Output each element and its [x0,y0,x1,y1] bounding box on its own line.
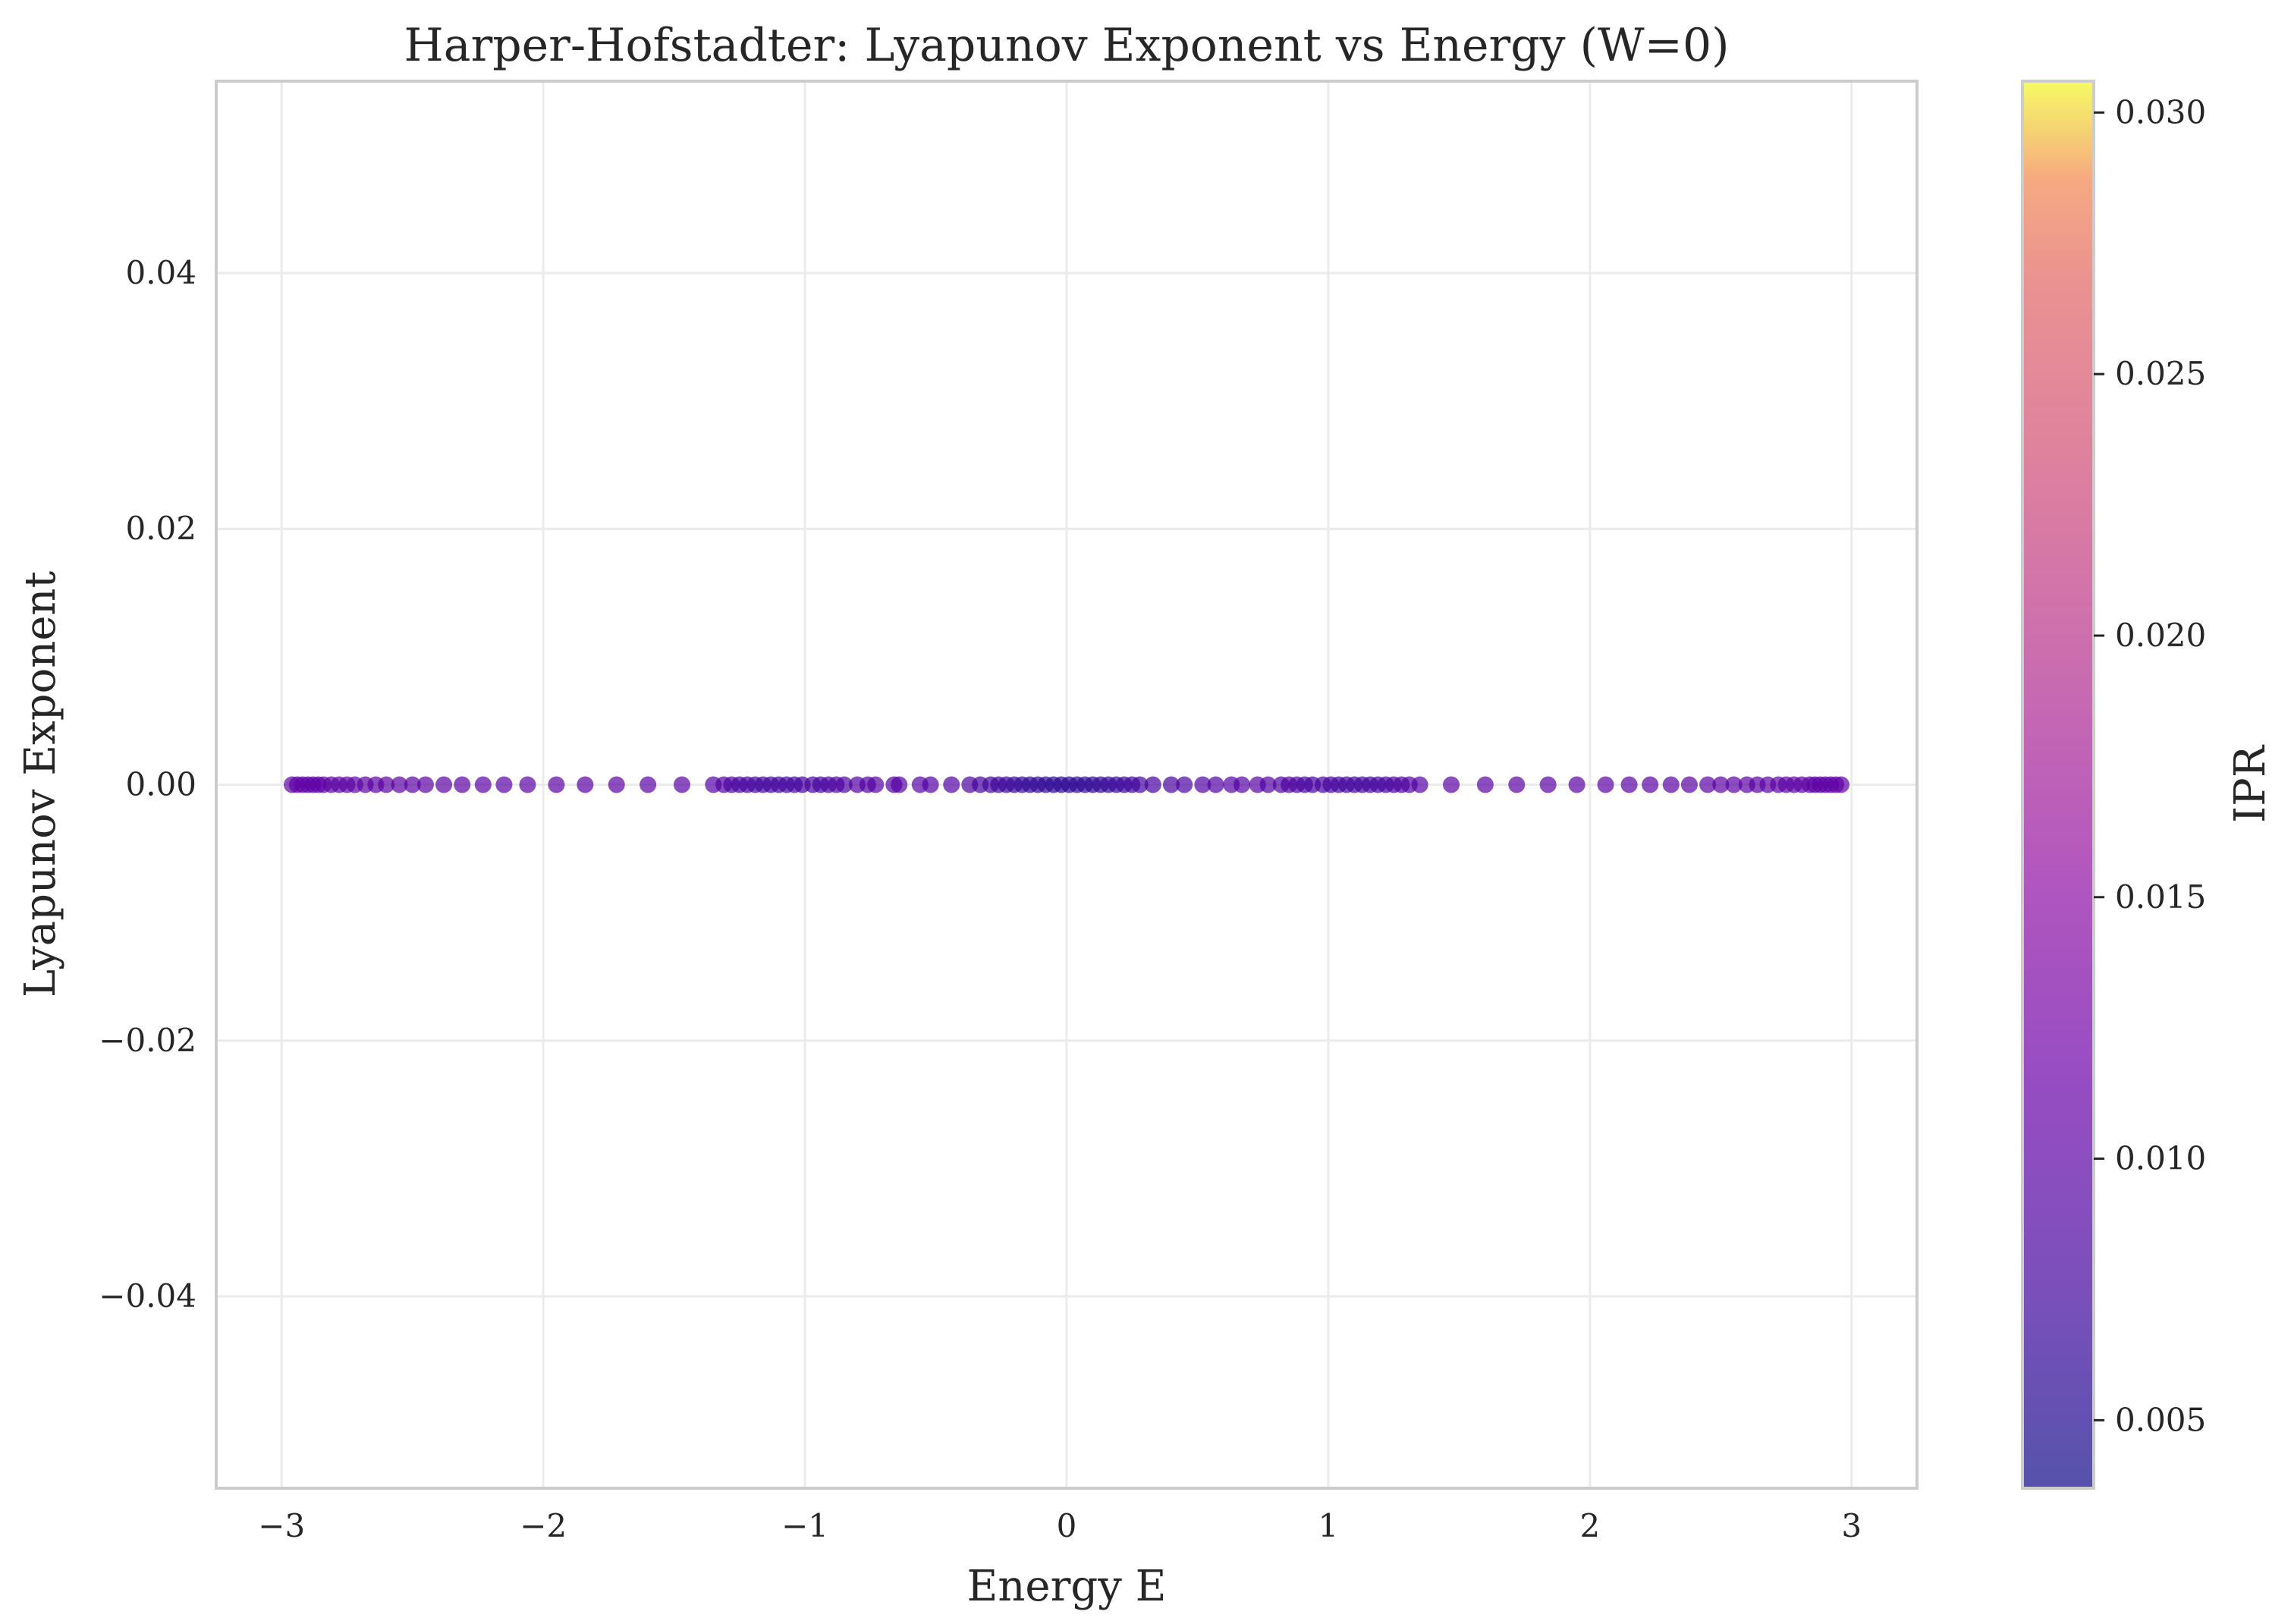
data-point [640,776,657,793]
x-tick-label: 1 [1318,1507,1339,1544]
x-tick-label: 3 [1841,1507,1862,1544]
data-point [1233,776,1251,793]
colorbar-tick-label: 0.010 [2115,1140,2206,1177]
y-tick-label: 0.00 [125,766,196,803]
x-tick-label: −3 [258,1507,305,1544]
y-tick-label: 0.04 [125,254,196,291]
data-point [922,776,939,793]
colorbar-tick-label: 0.020 [2115,617,2206,654]
data-point [891,776,908,793]
colorbar-ticks: 0.005 0.010 0.015 0.020 0.025 0.030 [2094,93,2206,1438]
data-point [1832,776,1849,793]
colorbar-tick-label: 0.015 [2115,878,2206,916]
x-tick-label: −2 [520,1507,567,1544]
x-tick-label: −1 [781,1507,828,1544]
data-point [495,776,513,793]
colorbar-label: IPR [2226,744,2275,823]
data-point [1476,776,1494,793]
x-axis-ticks: −3 −2 −1 0 1 2 3 [258,1507,1862,1544]
data-point [608,776,625,793]
y-tick-label: −0.02 [99,1022,196,1059]
data-point [548,776,565,793]
data-point [519,776,536,793]
data-point [454,776,471,793]
data-point [1699,776,1717,793]
colorbar-tick-label: 0.005 [2115,1401,2206,1438]
data-point [1131,776,1149,793]
x-tick-label: 0 [1057,1507,1077,1544]
data-point [435,776,453,793]
data-point [1568,776,1585,793]
data-point [1162,776,1180,793]
data-point [867,776,885,793]
data-point [1712,776,1730,793]
data-point [1662,776,1680,793]
plot-frame [215,80,1919,1490]
data-point [835,776,853,793]
data-point [404,776,421,793]
data-point [416,776,434,793]
data-point [1176,776,1193,793]
colorbar-tick-label: 0.025 [2115,355,2206,392]
data-point [474,776,492,793]
data-point [1411,776,1428,793]
chart-title: Harper-Hofstadter: Lyapunov Exponent vs … [404,19,1729,72]
data-point [378,776,395,793]
data-point [1259,776,1277,793]
data-point [1680,776,1698,793]
y-tick-label: 0.02 [125,510,196,547]
colorbar-gradient [2022,81,2094,1488]
data-point [391,776,408,793]
y-axis-label: Lyapunov Exponent [16,570,65,997]
x-tick-label: 2 [1579,1507,1600,1544]
x-axis-label: Energy E [966,1562,1166,1611]
data-point [1597,776,1614,793]
data-point [577,776,594,793]
data-point [1539,776,1557,793]
data-point [673,776,690,793]
data-point [1508,776,1526,793]
data-point [1443,776,1460,793]
data-point [1642,776,1659,793]
data-point [1207,776,1224,793]
data-point [1194,776,1211,793]
y-tick-label: −0.04 [99,1277,196,1315]
data-points [284,776,1849,793]
colorbar-tick-label: 0.030 [2115,93,2206,130]
colorbar: 0.005 0.010 0.015 0.020 0.025 0.030 IPR [2021,80,2275,1490]
data-point [943,776,960,793]
data-point [1620,776,1638,793]
y-axis-ticks: −0.04 −0.02 0.00 0.02 0.04 [99,254,196,1315]
data-point [1725,776,1743,793]
data-point [1144,776,1161,793]
colorbar-frame [2021,80,2095,1490]
